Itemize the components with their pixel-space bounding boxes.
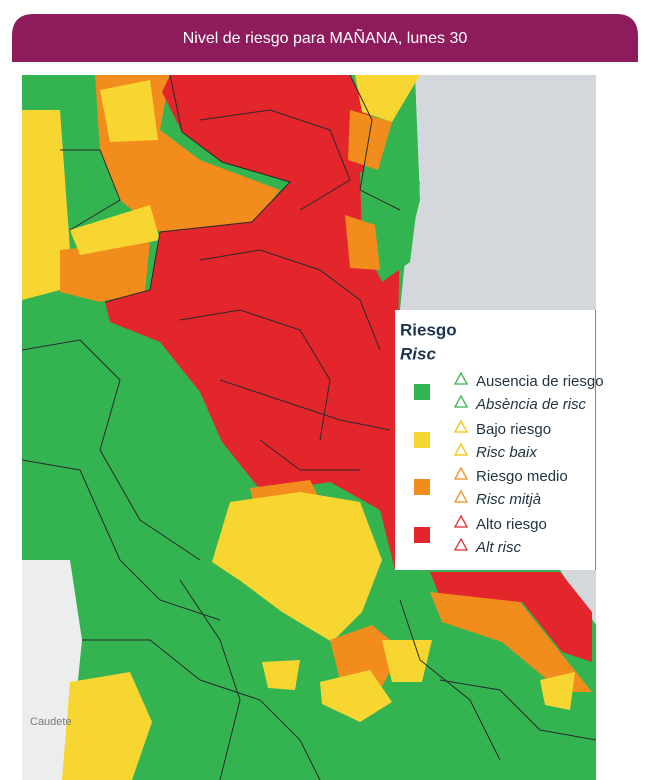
- legend-subtitle: Risc: [400, 344, 436, 363]
- legend-label-ca: Alt risc: [475, 539, 522, 556]
- yellow-zone: [100, 80, 158, 142]
- orange-zone: [430, 592, 592, 692]
- orange-zone: [348, 110, 392, 170]
- borders: [21, 74, 597, 780]
- yellow-zone: [62, 672, 152, 780]
- warning-icon: [453, 514, 469, 551]
- orange-zone: [345, 215, 380, 270]
- yellow-zone: [262, 660, 300, 690]
- legend-label: Bajo riesgo: [476, 421, 551, 438]
- warning-icon: [453, 371, 469, 408]
- warning-icon: [453, 419, 469, 456]
- yellow-zone: [22, 110, 70, 300]
- legend-label: Ausencia de riesgo: [476, 373, 604, 390]
- orange-zone: [60, 240, 150, 302]
- header-title: Nivel de riesgo para MAÑANA, lunes 30: [183, 27, 468, 47]
- yellow-zone: [320, 670, 392, 722]
- red-zone: [430, 572, 592, 662]
- header-bar: [12, 14, 638, 62]
- legend-label: Riesgo medio: [476, 468, 568, 485]
- legend-swatch: [414, 479, 430, 495]
- legend-swatch: [414, 432, 430, 448]
- legend-label: Alto riesgo: [476, 516, 547, 533]
- sea: [400, 75, 596, 310]
- legend-label-ca: Risc mitjà: [476, 491, 541, 508]
- yellow-zone: [70, 205, 160, 255]
- red-zone: [105, 75, 400, 570]
- legend-title: Riesgo: [400, 320, 457, 339]
- legend-label-ca: Risc baix: [476, 444, 537, 461]
- yellow-zone: [355, 75, 420, 122]
- warning-icon: [453, 466, 469, 503]
- map: Caudete: [21, 74, 597, 780]
- yellow-zone: [212, 492, 382, 642]
- yellow-zone: [382, 640, 432, 682]
- legend-swatch: [414, 384, 430, 400]
- legend-label-ca: Absència de risc: [475, 396, 587, 413]
- legend: Riesgo Risc Ausencia de riesgo Absència …: [395, 310, 604, 570]
- place-label: Caudete: [30, 716, 72, 728]
- legend-swatch: [414, 527, 430, 543]
- yellow-zone: [540, 672, 575, 710]
